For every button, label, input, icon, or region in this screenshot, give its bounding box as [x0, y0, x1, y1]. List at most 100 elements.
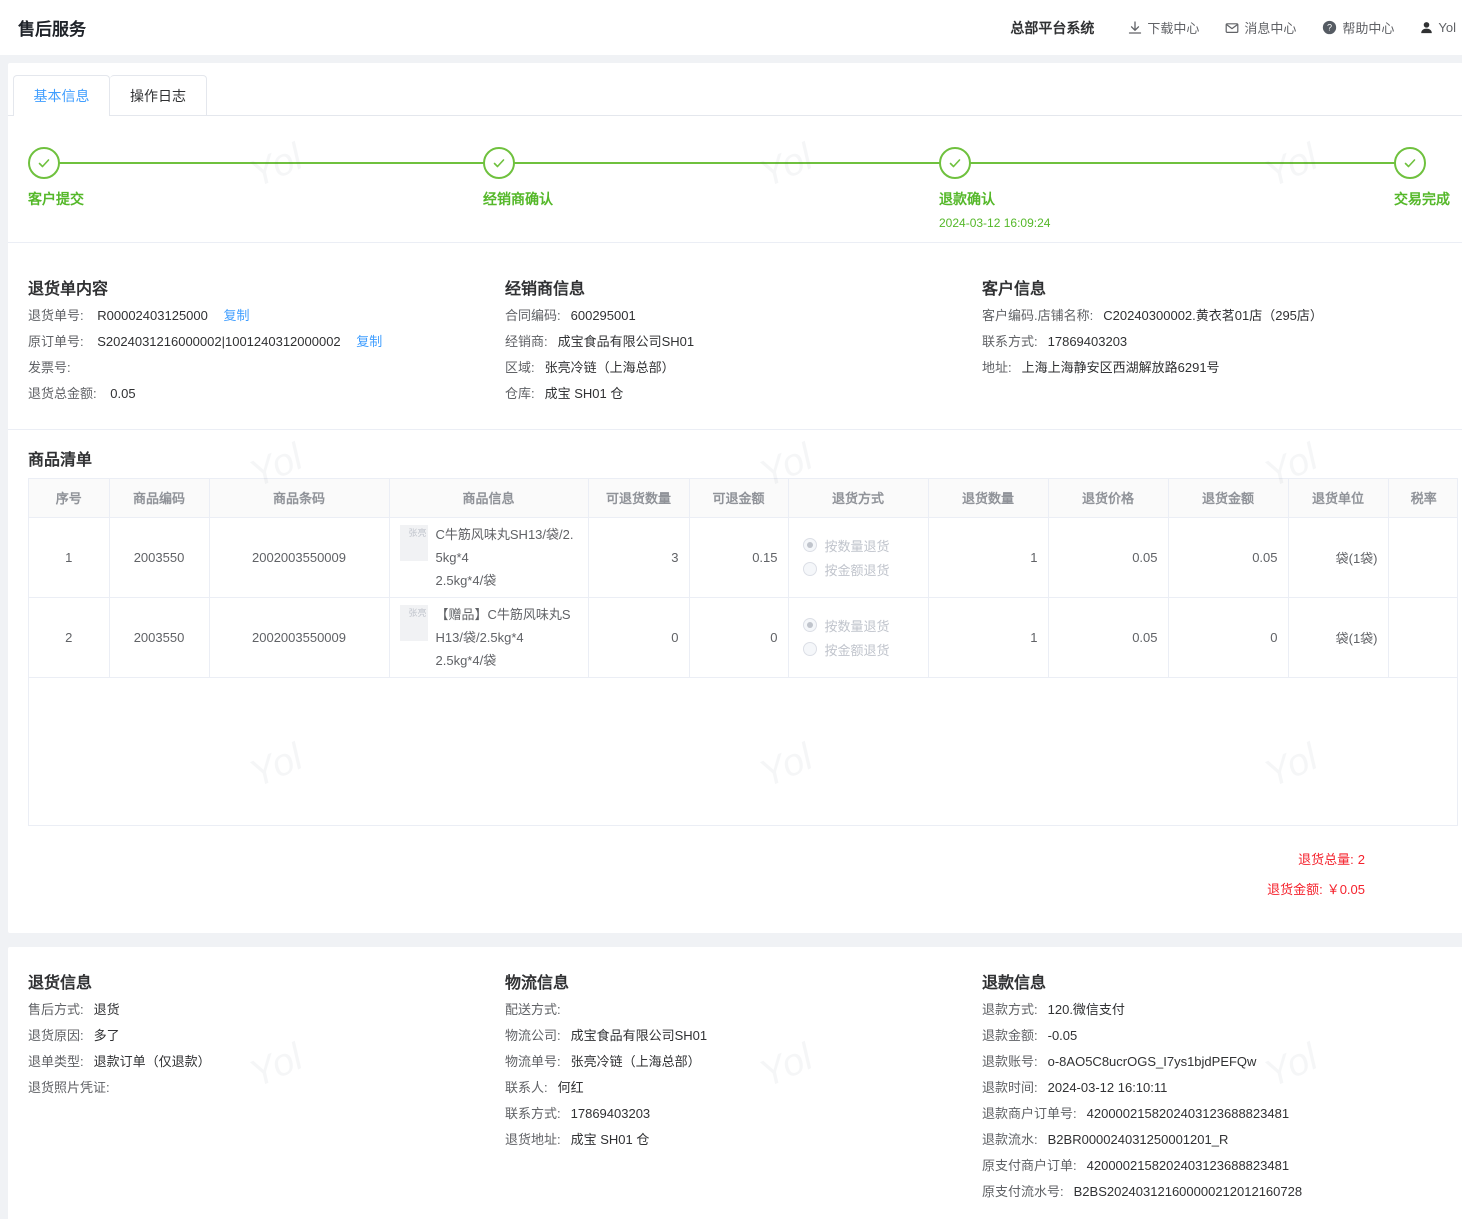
cell-return-price: 0.05 [1048, 517, 1169, 598]
check-circle-icon [939, 147, 971, 179]
cell-return-amount: 0.05 [1168, 517, 1289, 598]
return-order-no: R00002403125000 [97, 308, 208, 323]
field-label: 原支付流水号: [982, 1184, 1064, 1199]
field-value: 17869403203 [1047, 334, 1128, 349]
field-value: C20240300002.黄衣茗01店（295店） [1103, 308, 1323, 323]
refund-panel: 退款信息 退款方式: 120.微信支付 退款金额: -0.05 退款账号: o-8AO… [982, 969, 1462, 1201]
field-label: 地址: [982, 360, 1012, 375]
cell-returnable-amount: 0 [689, 597, 789, 678]
invoice-row: 发票号: [28, 359, 505, 377]
field-label: 原支付商户订单: [982, 1158, 1077, 1173]
radio-icon [802, 538, 817, 552]
field-label: 退货地址: [505, 1132, 561, 1147]
field-label: 退款金额: [982, 1028, 1038, 1043]
cell-barcode: 2002003550009 [209, 517, 390, 598]
radio-by-amount[interactable]: 按金额退货 [802, 640, 918, 659]
product-thumbnail: 张亮 [399, 604, 428, 641]
field-label: 退货照片凭证: [28, 1080, 110, 1095]
return-order-panel: 退货单内容 退货单号: R00002403125000 复制 原订单号: S20… [28, 275, 505, 403]
field-value: 多了 [93, 1028, 120, 1043]
top-bar: 售后服务 总部平台系统 下载中心 消息中心 ? 帮助中心 Yol [0, 0, 1462, 55]
cell-return-method: 按数量退货 按金额退货 [788, 517, 929, 598]
col-return-price: 退货价格 [1048, 479, 1169, 518]
col-return-method: 退货方式 [788, 479, 929, 518]
cell-return-unit: 袋(1袋) [1288, 517, 1389, 598]
field-label: 经销商: [505, 334, 548, 349]
field-label: 原订单号: [28, 334, 84, 349]
user-name: Yol [1438, 20, 1456, 35]
radio-by-quantity[interactable]: 按数量退货 [802, 616, 918, 635]
help-center-link[interactable]: ? 帮助中心 [1322, 18, 1394, 37]
return-info-row: 售后方式: 退货 [28, 1001, 505, 1019]
product-spec: 2.5kg*4/袋 [435, 652, 497, 668]
product-thumbnail: 张亮 [399, 524, 428, 561]
radio-by-amount[interactable]: 按金额退货 [802, 560, 918, 579]
logistics-row: 物流单号: 张亮冷链（上海总部） [505, 1053, 982, 1071]
return-total-amount: 0.05 [110, 386, 136, 401]
step-refund-confirm: 退款确认 2024-03-12 16:09:24 [939, 147, 1050, 230]
cell-product-info: 张亮 C牛筋风味丸SH13/袋/2.5kg*4 2.5kg*4/袋 [389, 517, 589, 598]
download-center-link[interactable]: 下载中心 [1128, 18, 1199, 37]
field-value: 张亮冷链（上海总部） [570, 1054, 701, 1069]
user-menu[interactable]: Yol [1420, 20, 1456, 35]
step-label: 交易完成 [1394, 191, 1450, 207]
refund-row: 原支付流水号: B2BS202403121600000212012160728 [982, 1183, 1462, 1201]
message-center-label: 消息中心 [1244, 21, 1297, 36]
check-circle-icon [28, 147, 60, 179]
product-spec: 2.5kg*4/袋 [435, 572, 497, 588]
table-header-row: 序号 商品编码 商品条码 商品信息 可退货数量 可退金额 退货方式 退货数量 退… [29, 479, 1457, 518]
step-label: 经销商确认 [483, 191, 553, 207]
col-return-amount: 退货金额 [1168, 479, 1289, 518]
refund-row: 退款账号: o-8AO5C8ucrOGS_I7ys1bjdPEFQw [982, 1053, 1462, 1071]
step-dealer-confirm: 经销商确认 [483, 147, 553, 209]
original-order-link[interactable]: S2024031216000002|1001240312000002 [97, 334, 341, 349]
col-returnable-qty: 可退货数量 [588, 479, 690, 518]
cell-product-code: 2003550 [109, 517, 210, 598]
tab-operation-log[interactable]: 操作日志 [110, 75, 207, 115]
message-icon [1225, 21, 1239, 35]
copy-return-order-button[interactable]: 复制 [223, 308, 250, 323]
original-order-row: 原订单号: S2024031216000002|1001240312000002… [28, 333, 505, 351]
radio-icon [802, 642, 817, 656]
field-label: 退款流水: [982, 1132, 1038, 1147]
field-label: 物流公司: [505, 1028, 561, 1043]
field-value: 上海上海静安区西湖解放路6291号 [1021, 360, 1220, 375]
field-label: 仓库: [505, 386, 535, 401]
radio-label: 按金额退货 [824, 642, 890, 658]
message-center-link[interactable]: 消息中心 [1225, 18, 1296, 37]
col-tax-rate: 税率 [1388, 479, 1457, 518]
field-value: 120.微信支付 [1047, 1002, 1125, 1017]
logistics-row: 物流公司: 成宝食品有限公司SH01 [505, 1027, 982, 1045]
total-amount-row: 退货总金额: 0.05 [28, 385, 505, 403]
total-amount-label: 退货金额: [1267, 882, 1323, 897]
product-list-section: 商品清单 序号 商品编码 商品条码 商品信息 可退货数量 可退金额 [8, 430, 1462, 933]
section-title: 退款信息 [982, 975, 1047, 992]
field-value: 张亮冷链（上海总部） [544, 360, 675, 375]
field-value: 成宝 SH01 仓 [570, 1132, 650, 1147]
cell-return-qty: 1 [928, 517, 1049, 598]
col-product-info: 商品信息 [389, 479, 589, 518]
col-returnable-amount: 可退金额 [689, 479, 789, 518]
system-name: 总部平台系统 [1010, 19, 1095, 36]
col-return-unit: 退货单位 [1288, 479, 1389, 518]
field-label: 联系方式: [982, 334, 1038, 349]
step-time: 2024-03-12 16:09:24 [939, 216, 1051, 230]
download-icon [1128, 20, 1142, 35]
field-label: 退款账号: [982, 1054, 1038, 1069]
section-title: 退货信息 [28, 975, 93, 992]
field-label: 退款方式: [982, 1002, 1038, 1017]
field-label: 退货单号: [28, 308, 84, 323]
refund-row: 退款方式: 120.微信支付 [982, 1001, 1462, 1019]
field-value: 17869403203 [570, 1106, 651, 1121]
cell-tax-rate [1388, 597, 1457, 678]
product-name: C牛筋风味丸SH13/袋/2.5kg*4 [435, 526, 574, 565]
col-product-code: 商品编码 [109, 479, 210, 518]
dealer-row: 仓库: 成宝 SH01 仓 [505, 385, 982, 403]
cell-returnable-amount: 0.15 [689, 517, 789, 598]
copy-original-order-button[interactable]: 复制 [356, 334, 383, 349]
tab-basic-info[interactable]: 基本信息 [13, 75, 110, 116]
cell-return-unit: 袋(1袋) [1288, 597, 1389, 678]
radio-label: 按金额退货 [824, 562, 890, 578]
radio-by-quantity[interactable]: 按数量退货 [802, 536, 918, 555]
logistics-row: 联系方式: 17869403203 [505, 1105, 982, 1123]
